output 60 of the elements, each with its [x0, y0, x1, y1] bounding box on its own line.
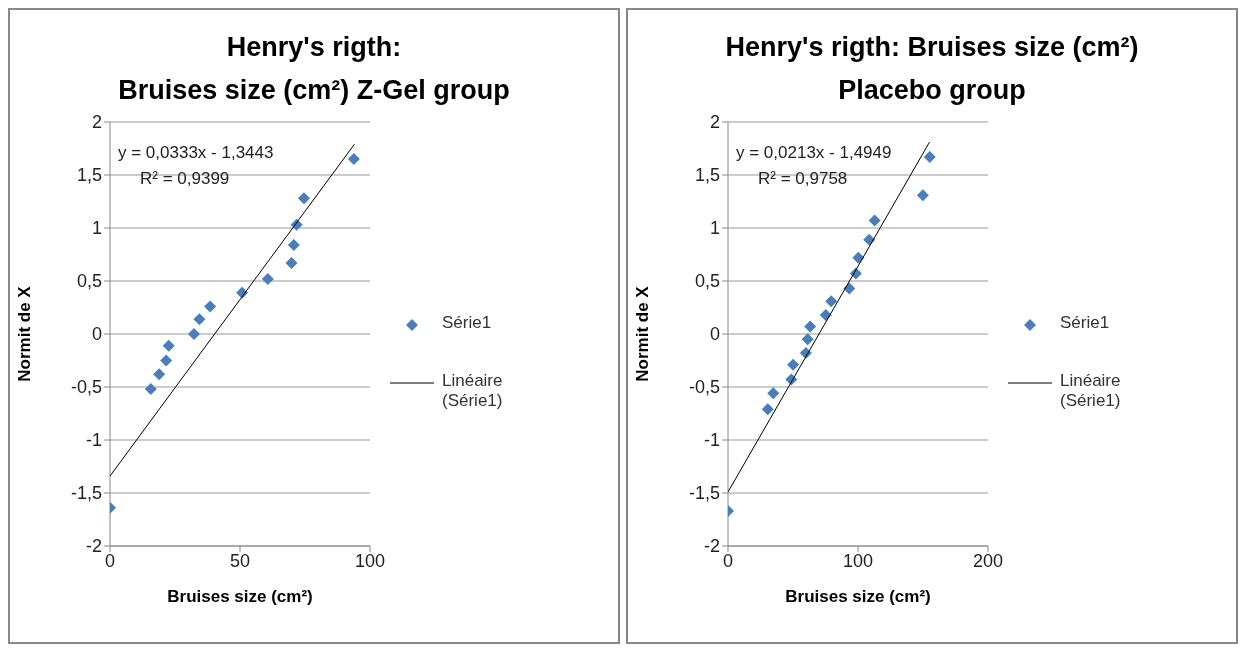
y-tick-label: 0,5 [76, 271, 102, 292]
y-tick-label: -1 [85, 430, 102, 451]
legend-label: Série1 [1060, 313, 1110, 334]
y-tick-label: 0 [709, 324, 720, 345]
point [204, 300, 217, 313]
point [144, 383, 157, 396]
legend-label: Série1 [442, 313, 492, 334]
y-tick-label: 0,5 [694, 271, 720, 292]
point [193, 313, 206, 326]
y-axis-title: Normit de X [15, 286, 35, 383]
y-tick-label: -1 [703, 430, 720, 451]
x-tick-label: 50 [229, 551, 251, 572]
point [804, 320, 817, 333]
point [285, 257, 298, 270]
point [297, 192, 310, 205]
y-tick-label: -1,5 [688, 483, 720, 504]
x-axis-title: Bruises size (cm²) [167, 587, 313, 607]
x-tick-label: 200 [972, 551, 1004, 572]
point [787, 359, 800, 372]
point [162, 340, 175, 353]
point [916, 189, 929, 202]
point [767, 387, 780, 400]
y-tick-label: 1,5 [694, 165, 720, 186]
y-tick-label: 1 [709, 218, 720, 239]
point [923, 151, 936, 164]
annotation: y = 0,0333x - 1,3443 [118, 142, 274, 165]
chart-title: Henry's rigth: Bruises size (cm²) Z-Gel group [117, 31, 511, 108]
point [287, 239, 300, 252]
point [347, 153, 360, 166]
y-axis-title: Normit de X [633, 286, 653, 383]
point [160, 354, 173, 367]
x-tick-label: 0 [722, 551, 734, 572]
point [801, 333, 814, 346]
chart-title: Henry's rigth: Bruises size (cm²) Placebo group [724, 31, 1140, 108]
point [261, 273, 274, 286]
y-tick-label: -0,5 [70, 377, 102, 398]
point [187, 328, 200, 341]
y-tick-label: -0,5 [688, 377, 720, 398]
point [825, 295, 838, 308]
y-tick-label: 2 [709, 112, 720, 133]
point [868, 214, 881, 227]
y-tick-label: 1,5 [76, 165, 102, 186]
x-axis-title: Bruises size (cm²) [785, 587, 931, 607]
y-tick-label: 1 [91, 218, 102, 239]
x-tick-label: 0 [104, 551, 116, 572]
annotation: R² = 0,9758 [757, 167, 849, 190]
y-tick-label: -1,5 [70, 483, 102, 504]
x-tick-label: 100 [842, 551, 874, 572]
x-tick-label: 100 [354, 551, 386, 572]
y-tick-label: -2 [85, 536, 102, 557]
annotation: R² = 0,9399 [139, 167, 231, 190]
annotation: y = 0,0213x - 1,4949 [736, 142, 892, 165]
point [819, 309, 832, 322]
y-tick-label: 2 [91, 112, 102, 133]
legend-label: Linéaire (Série1) [1060, 371, 1122, 412]
point [153, 368, 166, 381]
y-tick-label: 0 [91, 324, 102, 345]
point [761, 403, 774, 416]
legend-label: Linéaire (Série1) [442, 371, 504, 412]
y-tick-label: -2 [703, 536, 720, 557]
